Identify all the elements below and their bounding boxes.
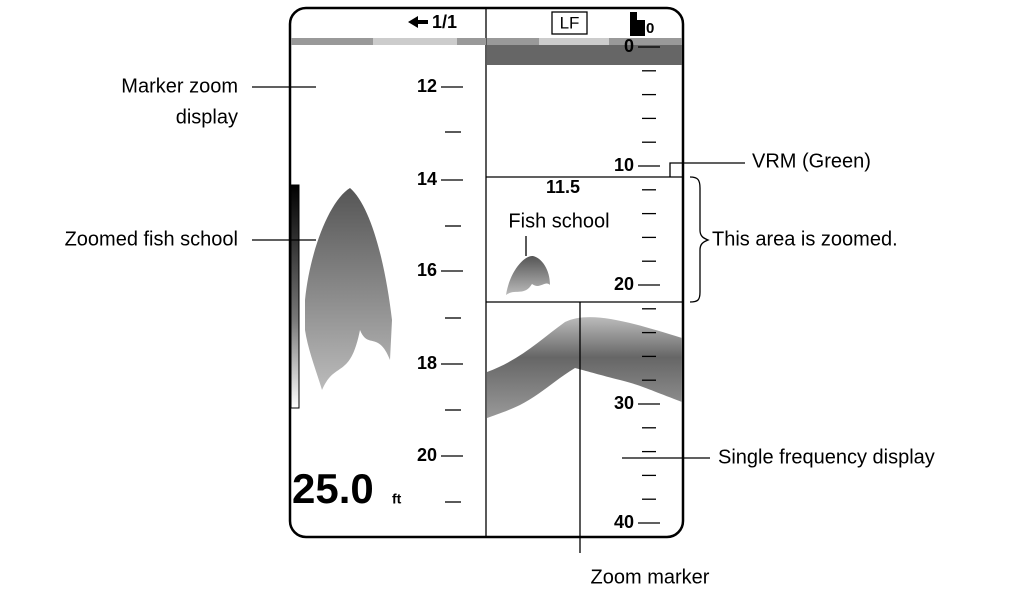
- scale-label: 14: [417, 169, 437, 189]
- callout-text: display: [176, 106, 238, 128]
- strip: [291, 38, 373, 45]
- scale-label: 16: [417, 260, 437, 280]
- left-ticks: [441, 86, 463, 503]
- callout-text: VRM (Green): [752, 150, 871, 172]
- scale-label: 12: [417, 76, 437, 96]
- strip: [609, 38, 682, 45]
- depth-unit: ft: [392, 491, 402, 507]
- freq-box: [551, 11, 588, 35]
- strip: [539, 38, 609, 45]
- strip: [457, 38, 486, 45]
- color-bar: [290, 184, 300, 409]
- seabed: [487, 317, 682, 418]
- callout-text: This area is zoomed.: [712, 228, 898, 250]
- callout-text: Zoom marker: [591, 566, 710, 588]
- zoomed-fish: [305, 188, 392, 390]
- page-number: 1/1: [432, 12, 457, 32]
- bracket: [689, 176, 710, 303]
- strip: [373, 38, 457, 45]
- scale-label: 10: [614, 155, 634, 175]
- right-ticks: [638, 46, 660, 524]
- scale-label: 18: [417, 353, 437, 373]
- zero-line: [487, 45, 682, 65]
- scale-label: 30: [614, 393, 634, 413]
- scale-label: 20: [614, 274, 634, 294]
- callout-text: Zoomed fish school: [65, 228, 238, 250]
- vrm-depth: 11.5: [546, 177, 580, 197]
- leader: [669, 162, 745, 177]
- scale-label: 20: [417, 445, 437, 465]
- scale-label: 40: [614, 512, 634, 532]
- depth: 25.0: [292, 465, 374, 512]
- frequency: LF: [560, 13, 580, 32]
- scale-label: 0: [624, 36, 634, 56]
- callout-text: Marker zoom: [121, 75, 238, 97]
- fish-school: [506, 255, 550, 295]
- callout-text: Single frequency display: [718, 446, 935, 468]
- strip: [487, 38, 539, 45]
- arrow-icon: [408, 16, 428, 28]
- fish-label: Fish school: [508, 210, 609, 232]
- icon: [630, 12, 645, 36]
- icon-digit: 0: [646, 20, 654, 37]
